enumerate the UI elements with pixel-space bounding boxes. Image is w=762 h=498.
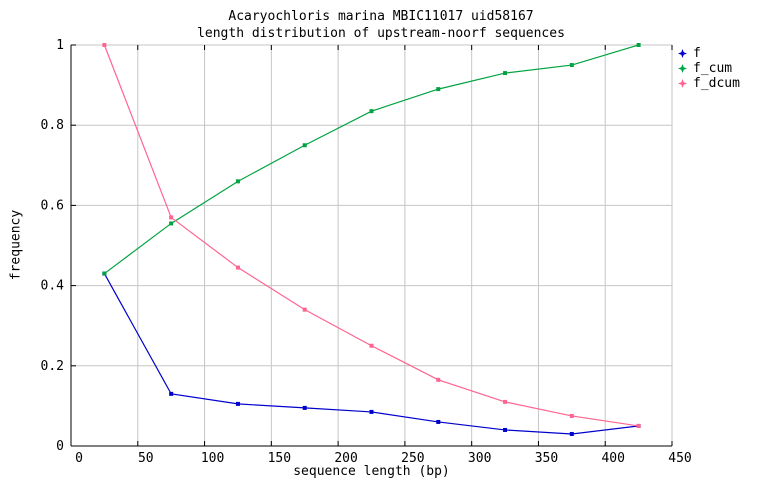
data-point-f_cum — [569, 63, 574, 68]
legend-item-f-cum: f_cum — [678, 61, 740, 76]
data-point-f — [569, 431, 574, 436]
data-point-f_cum — [102, 271, 107, 276]
legend-marker-f-cum-icon — [678, 64, 687, 73]
data-point-f — [369, 409, 374, 414]
data-point-f_cum — [169, 221, 174, 226]
data-point-f — [503, 427, 508, 432]
y-tick-label: 0.2 — [41, 359, 64, 374]
legend: f f_cum f_dcum — [678, 46, 740, 91]
data-point-f — [302, 405, 307, 410]
data-point-f_dcum — [436, 377, 441, 382]
data-point-f — [169, 391, 174, 396]
x-tick-label: 100 — [201, 451, 224, 466]
data-point-f_cum — [302, 143, 307, 148]
data-point-f — [235, 401, 240, 406]
legend-item-f-dcum: f_dcum — [678, 76, 740, 91]
y-tick-label: 0.4 — [41, 279, 65, 294]
data-point-f_dcum — [369, 343, 374, 348]
legend-label-f-cum: f_cum — [693, 61, 733, 76]
data-point-f_dcum — [636, 423, 641, 428]
series-line-f_cum — [104, 44, 639, 275]
data-point-f_dcum — [503, 399, 508, 404]
x-tick-label: 50 — [138, 451, 154, 466]
x-tick-label: 0 — [75, 451, 83, 466]
chart-subtitle: length distribution of upstream-noorf se… — [197, 26, 565, 41]
series-line-f — [103, 273, 639, 435]
legend-marker-f-icon — [678, 49, 687, 58]
y-tick-label: 0.8 — [41, 118, 64, 133]
y-tick-label: 0.6 — [41, 198, 64, 213]
x-axis-label: sequence length (bp) — [293, 464, 450, 479]
data-point-f_dcum — [569, 413, 574, 418]
legend-marker-f-dcum-icon — [678, 79, 687, 88]
data-point-f_dcum — [102, 43, 107, 47]
y-axis-label: frequency — [8, 209, 24, 281]
data-point-f_cum — [436, 87, 441, 92]
x-tick-label: 450 — [668, 451, 691, 466]
y-tick-label: 0 — [56, 439, 64, 454]
data-point-f_cum — [636, 43, 641, 47]
data-point-f — [436, 419, 441, 424]
data-point-f_dcum — [302, 307, 307, 312]
x-tick-label: 250 — [401, 451, 424, 466]
x-tick-label: 150 — [268, 451, 291, 466]
x-tick-label: 400 — [601, 451, 624, 466]
x-tick-label: 350 — [535, 451, 558, 466]
chart-title: Acaryochloris marina MBIC11017 uid58167 — [228, 9, 534, 24]
y-tick-label: 1 — [56, 38, 64, 53]
x-tick-label: 300 — [468, 451, 491, 466]
data-point-f_dcum — [235, 265, 240, 270]
x-tick-label: 200 — [334, 451, 357, 466]
legend-label-f-dcum: f_dcum — [693, 76, 740, 91]
data-point-f_dcum — [169, 215, 174, 220]
legend-item-f: f — [678, 46, 740, 61]
data-point-f_cum — [235, 179, 240, 184]
data-point-f_cum — [503, 71, 508, 76]
data-point-f_cum — [369, 109, 374, 114]
legend-label-f: f — [693, 46, 701, 61]
series-line-f_dcum — [103, 44, 639, 427]
